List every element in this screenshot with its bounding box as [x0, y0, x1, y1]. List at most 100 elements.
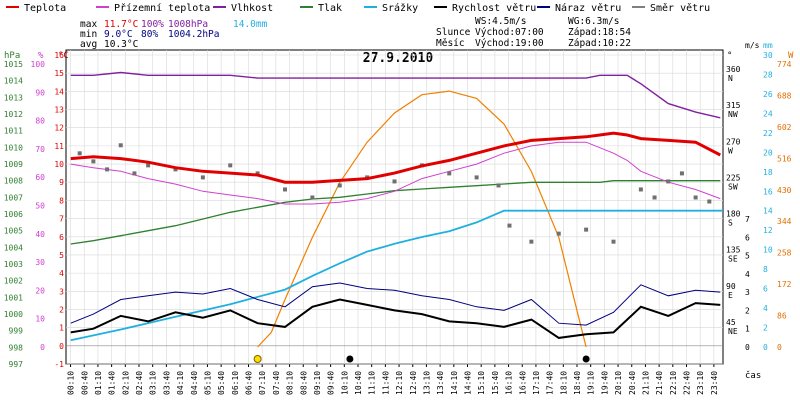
- w-tick-258: 258: [777, 249, 792, 258]
- time-tick-20: 10:10: [340, 371, 349, 395]
- time-tick-42: 21:10: [641, 371, 650, 395]
- wind-dir-point: [200, 175, 205, 180]
- unit-pct: %: [38, 51, 44, 61]
- pct-tick-20: 20: [35, 286, 45, 295]
- mm-tick-2: 2: [763, 324, 768, 333]
- mm-tick-18: 18: [763, 168, 773, 177]
- time-tick-30: 15:10: [477, 371, 486, 395]
- pct-tick-80: 80: [35, 117, 45, 126]
- dir-tick-270: 270: [726, 137, 741, 146]
- c-tick-8: 8: [59, 196, 64, 205]
- hpa-tick-1000: 1000: [4, 310, 23, 319]
- ms-tick-2: 2: [745, 306, 750, 315]
- legend-srazky: Srážky: [382, 2, 418, 14]
- mm-tick-12: 12: [763, 226, 773, 235]
- hpa-tick-1001: 1001: [4, 293, 23, 302]
- time-tick-5: 02:40: [135, 371, 144, 395]
- pct-tick-100: 100: [31, 60, 46, 69]
- ms-tick-6: 6: [745, 233, 750, 242]
- plot-area: [70, 71, 723, 363]
- time-tick-38: 19:10: [587, 371, 596, 395]
- axis-units: hPa % °C ° m/s mm W čas: [4, 41, 794, 381]
- time-tick-8: 04:10: [176, 371, 185, 395]
- wind-dir-point: [584, 227, 589, 232]
- time-tick-19: 09:40: [327, 371, 336, 395]
- w-tick-86: 86: [777, 312, 787, 321]
- time-tick-28: 14:10: [450, 371, 459, 395]
- ms-tick-4: 4: [745, 270, 750, 279]
- pct-tick-0: 0: [40, 343, 45, 352]
- c-tick-15: 15: [54, 69, 64, 78]
- hpa-tick-1013: 1013: [4, 93, 23, 102]
- dir-tick-360: 360: [726, 65, 741, 74]
- w-tick-344: 344: [777, 217, 792, 226]
- hpa-tick-1007: 1007: [4, 193, 23, 202]
- time-tick-27: 13:40: [436, 371, 445, 395]
- w-tick-430: 430: [777, 186, 792, 195]
- legend-tlak: Tlak: [318, 3, 342, 14]
- unit-w: W: [788, 51, 794, 61]
- c-tick-10: 10: [54, 160, 64, 169]
- hpa-tick-1014: 1014: [4, 77, 23, 86]
- pct-tick-10: 10: [35, 315, 45, 324]
- unit-c: °C: [58, 51, 69, 61]
- stat-min-hum: 80%: [141, 29, 158, 40]
- wind-dir-point: [118, 143, 123, 148]
- stat-wg: WG:6.3m/s: [568, 16, 619, 27]
- stat-min-temp: 9.0°C: [104, 29, 133, 40]
- c-tick-2: 2: [59, 305, 64, 314]
- wind-dir-point: [666, 179, 671, 184]
- hpa-tick-1011: 1011: [4, 127, 23, 136]
- series-srazky: [70, 209, 723, 342]
- dir-tick-180: 180: [726, 210, 741, 219]
- time-tick-14: 07:10: [258, 371, 267, 395]
- time-tick-45: 22:40: [683, 371, 692, 395]
- stat-max-temp: 11.7°C: [104, 19, 138, 30]
- w-tick-172: 172: [777, 280, 792, 289]
- stat-sun-label: Slunce: [436, 27, 471, 38]
- time-tick-33: 16:40: [518, 371, 527, 395]
- wind-dir-point: [392, 179, 397, 184]
- hpa-tick-1012: 1012: [4, 110, 23, 119]
- time-tick-34: 17:10: [532, 371, 541, 395]
- pct-tick-70: 70: [35, 145, 45, 154]
- wind-dir-point: [283, 187, 287, 192]
- c-tick-16: 16: [54, 51, 64, 60]
- wind-dir-point: [228, 163, 233, 168]
- dir-abbr-SW: SW: [728, 182, 738, 191]
- dir-tick-45: 45: [726, 318, 736, 327]
- wind-dir-point: [337, 183, 342, 188]
- c-tick-9: 9: [59, 178, 64, 187]
- hpa-tick-1004: 1004: [4, 243, 23, 252]
- dir-abbr-NE: NE: [728, 327, 738, 336]
- stat-max-rain: 14.0mm: [233, 19, 268, 30]
- series-smer-vetru: [77, 143, 712, 244]
- hpa-tick-1006: 1006: [4, 210, 23, 219]
- dir-tick-135: 135: [726, 246, 741, 255]
- hpa-tick-997: 997: [9, 360, 24, 369]
- mm-tick-20: 20: [763, 148, 773, 157]
- legend-teplota: Teplota: [24, 3, 66, 14]
- ms-tick-5: 5: [745, 252, 750, 261]
- c-tick-13: 13: [54, 106, 64, 115]
- w-tick-602: 602: [777, 123, 792, 132]
- ms-tick-0: 0: [745, 343, 750, 352]
- stat-avg-label: avg: [80, 39, 97, 50]
- unit-hpa: hPa: [4, 51, 20, 61]
- dir-abbr-SE: SE: [728, 255, 738, 264]
- time-axis-label: čas: [745, 370, 761, 381]
- w-tick-688: 688: [777, 91, 792, 100]
- series-solar-radiation: [257, 90, 587, 348]
- time-tick-3: 01:40: [108, 371, 117, 395]
- time-tick-46: 23:10: [696, 371, 705, 395]
- c-tick-11: 11: [54, 142, 64, 151]
- stat-min-press: 1004.2hPa: [168, 29, 219, 40]
- pct-tick-40: 40: [35, 230, 45, 239]
- hpa-tick-1015: 1015: [4, 60, 23, 69]
- series-vlhkost: [70, 71, 721, 119]
- time-tick-23: 11:40: [381, 371, 390, 395]
- stat-min-label: min: [80, 29, 97, 40]
- stat-max-press: 1008hPa: [168, 19, 208, 30]
- wind-dir-point: [611, 239, 616, 244]
- chart-title: 27.9.2010: [363, 51, 434, 66]
